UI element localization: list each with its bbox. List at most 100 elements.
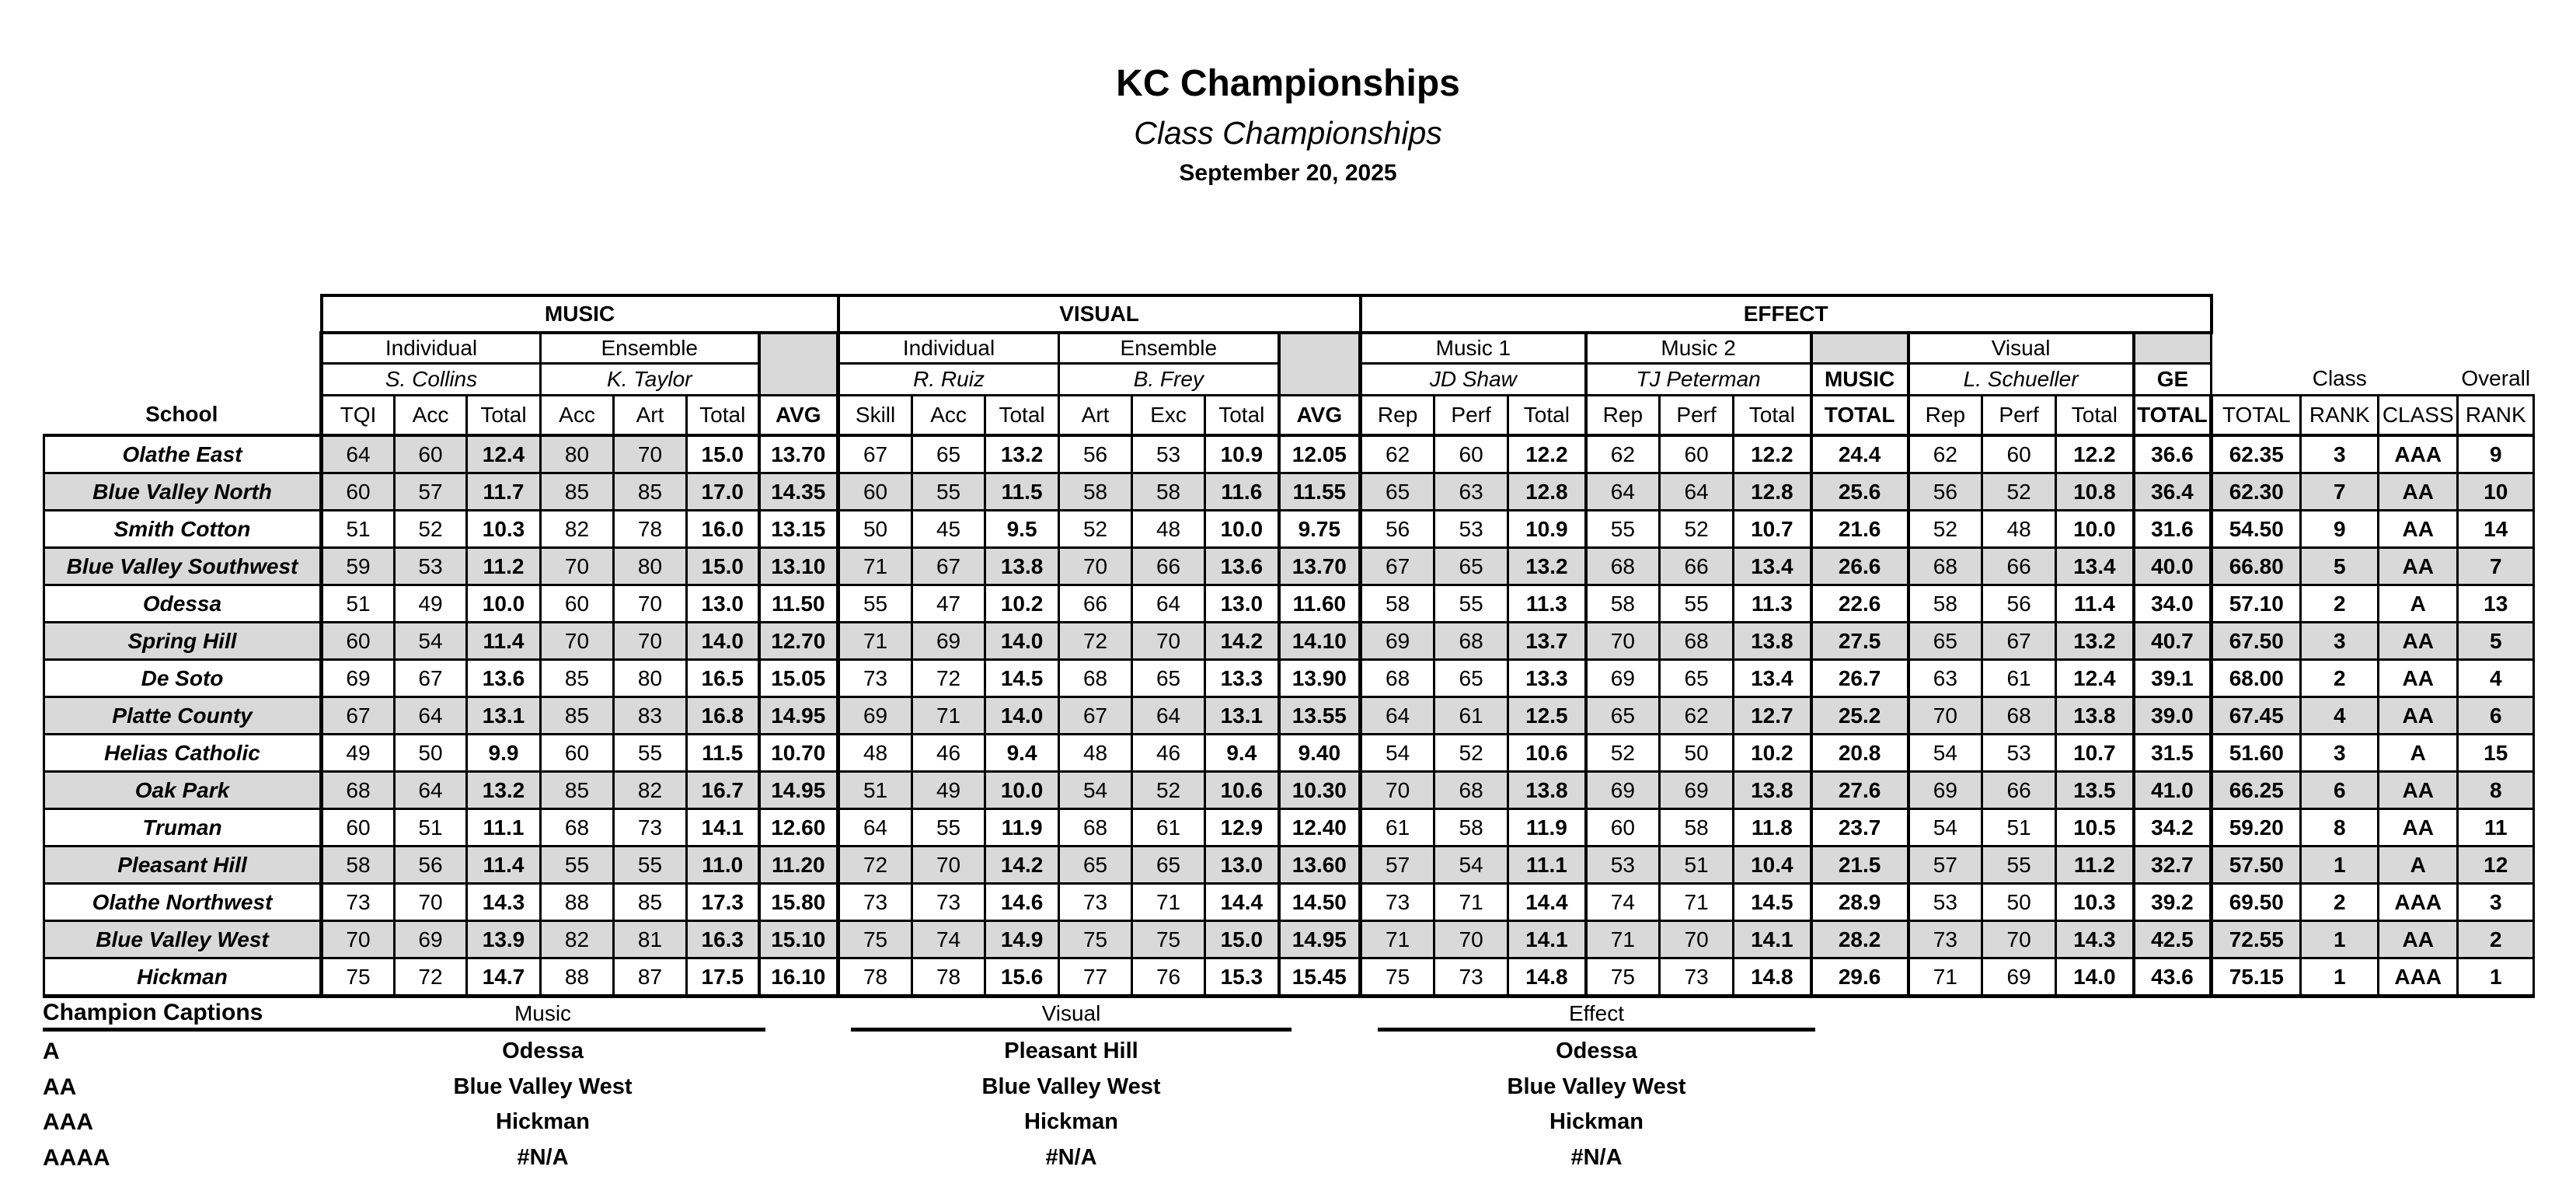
music-score-cell: 56: [393, 845, 468, 885]
effect-score-cell: 41.0: [2132, 770, 2213, 810]
summary-score-cell: 9: [2456, 434, 2536, 474]
music-score-cell: 14.3: [465, 882, 542, 922]
music-score-cell: 14.35: [757, 472, 840, 511]
music-score-cell: 13.15: [757, 509, 840, 549]
music-score-cell: 13.70: [757, 434, 840, 474]
judge-header-row: S. Collins K. Taylor R. Ruiz B. Frey JD …: [44, 362, 2534, 396]
music-score-cell: 82: [539, 509, 615, 549]
school-name: Olathe East: [43, 434, 322, 474]
visual-score-cell: 55: [836, 584, 914, 623]
visual-score-cell: 14.95: [1277, 920, 1362, 959]
school-name: Blue Valley Southwest: [43, 546, 322, 586]
col-header: Total: [984, 394, 1061, 437]
effect-score-cell: 55: [1658, 584, 1735, 623]
effect-score-cell: 68: [1433, 621, 1510, 661]
school-name: De Soto: [43, 658, 322, 698]
music-score-cell: 13.6: [465, 658, 542, 698]
effect-score-cell: 57: [1358, 845, 1436, 885]
music-score-cell: 16.7: [685, 770, 760, 810]
effect-score-cell: 10.0: [2055, 509, 2135, 549]
table-row: Blue Valley Southwest 59 53 11.2 70 80 15.0 13.…: [43, 546, 2536, 586]
school-name: Olathe Northwest: [43, 882, 322, 922]
visual-score-cell: 54: [1058, 770, 1134, 810]
music-score-cell: 17.3: [685, 882, 760, 922]
effect-score-cell: 26.6: [1809, 546, 1910, 586]
visual-score-cell: 50: [836, 509, 914, 549]
spacer: [2379, 364, 2458, 396]
music-score-cell: 70: [539, 546, 615, 586]
visual-score-cell: 15.45: [1277, 957, 1362, 998]
table-row: Oak Park 68 64 13.2 85 82 16.7 14.95 51 49 10.0 54 5…: [43, 770, 2536, 810]
visual-score-cell: 13.3: [1204, 658, 1281, 698]
effect-score-cell: 51: [1981, 808, 2058, 847]
effect-score-cell: 34.2: [2132, 808, 2213, 847]
caption-row: AAAA #N/A #N/A #N/A: [0, 1145, 2576, 1180]
effect-section-header: EFFECT: [1358, 294, 2213, 334]
visual-score-cell: 14.2: [1204, 621, 1281, 661]
music-score-cell: 12.4: [465, 434, 542, 474]
col-header: Rep: [1906, 394, 1984, 437]
table-row: Olathe East 64 60 12.4 80 70 15.0 13.70 67 65 13.2…: [43, 434, 2536, 474]
effect-score-cell: 61: [1358, 808, 1436, 847]
effect-score-cell: 52: [1433, 733, 1510, 773]
col-header-class: CLASS: [2377, 394, 2459, 437]
summary-score-cell: 7: [2299, 472, 2380, 511]
col-header: Acc: [911, 394, 987, 437]
visual-score-cell: 12.9: [1204, 808, 1281, 847]
table-row: Odessa 51 49 10.0 60 70 13.0 11.50 55 47 10.2 66 64 1…: [43, 584, 2536, 623]
summary-score-cell: AA: [2377, 770, 2459, 810]
school-name: Truman: [43, 808, 322, 847]
visual-section-header: VISUAL: [836, 294, 1362, 334]
school-column-header: School: [145, 402, 218, 427]
effect-score-cell: 68: [1433, 770, 1510, 810]
effect-score-cell: 53: [1906, 882, 1984, 922]
effect-score-cell: 62: [1658, 696, 1735, 735]
summary-score-cell: 3: [2299, 733, 2380, 773]
effect-score-cell: 61: [1981, 658, 2058, 698]
school-name: Odessa: [43, 584, 322, 623]
visual-score-cell: 75: [836, 920, 914, 959]
summary-score-cell: 1: [2299, 957, 2380, 998]
effect-score-cell: 58: [1658, 808, 1735, 847]
col-header: Acc: [393, 394, 468, 437]
effect-score-cell: 69: [1658, 770, 1735, 810]
summary-score-cell: 15: [2456, 733, 2536, 773]
effect-score-cell: 28.2: [1809, 920, 1910, 959]
effect-score-cell: 52: [1906, 509, 1984, 549]
music-score-cell: 60: [393, 434, 468, 474]
effect-score-cell: 12.2: [1507, 434, 1588, 474]
effect-score-cell: 12.7: [1732, 696, 1813, 735]
music-score-cell: 16.5: [685, 658, 760, 698]
effect-score-cell: 10.4: [1732, 845, 1813, 885]
summary-score-cell: 69.50: [2209, 882, 2302, 922]
effect-score-cell: 70: [1981, 920, 2058, 959]
caption-music-champion: Blue Valley West: [453, 1074, 633, 1099]
effect-score-cell: 54: [1906, 808, 1984, 847]
summary-score-cell: AA: [2377, 546, 2459, 586]
visual-ensemble-judge: B. Frey: [1058, 362, 1281, 396]
effect-music2-judge: TJ Peterman: [1584, 362, 1813, 396]
music-score-cell: 49: [393, 584, 468, 623]
effect-visual-header: Visual: [1906, 331, 2135, 365]
music-score-cell: 59: [319, 546, 396, 586]
music-ensemble-judge: K. Taylor: [539, 362, 760, 396]
effect-score-cell: 69: [1906, 770, 1984, 810]
visual-score-cell: 15.3: [1204, 957, 1281, 998]
effect-score-cell: 24.4: [1809, 434, 1910, 474]
effect-score-cell: 62: [1906, 434, 1984, 474]
music-score-cell: 13.10: [757, 546, 840, 586]
summary-score-cell: 10: [2456, 472, 2536, 511]
effect-score-cell: 11.2: [2055, 845, 2135, 885]
music-score-cell: 17.0: [685, 472, 760, 511]
effect-score-cell: 36.4: [2132, 472, 2213, 511]
effect-score-cell: 68: [1584, 546, 1661, 586]
music-score-cell: 85: [539, 770, 615, 810]
visual-individual-judge: R. Ruiz: [836, 362, 1061, 396]
col-header: Exc: [1131, 394, 1207, 437]
summary-score-cell: 57.10: [2209, 584, 2302, 623]
effect-score-cell: 52: [1981, 472, 2058, 511]
col-header: Perf: [1981, 394, 2058, 437]
music-score-cell: 85: [539, 472, 615, 511]
summary-score-cell: 66.25: [2209, 770, 2302, 810]
effect-score-cell: 14.1: [1507, 920, 1588, 959]
